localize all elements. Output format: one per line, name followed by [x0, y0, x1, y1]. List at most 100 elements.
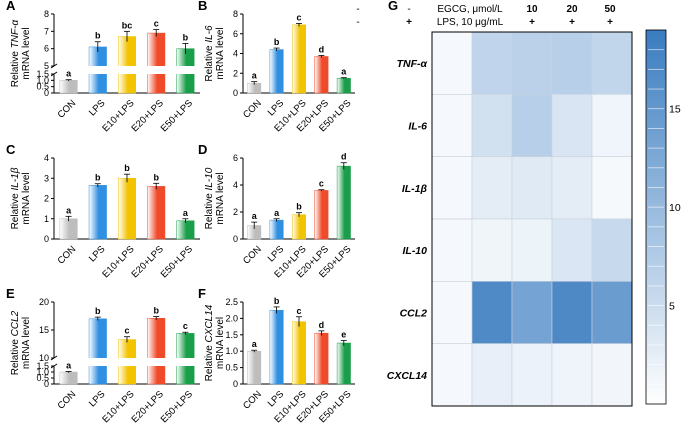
y-tick-label: 20	[39, 297, 49, 307]
bar-break-gap	[146, 66, 166, 74]
y-axis-label: Relative CCL2	[10, 310, 21, 375]
heatmap-cell	[511, 31, 553, 95]
bar-e20-lps	[314, 332, 329, 385]
y-tick-label: 8	[233, 9, 238, 19]
header-value: -	[407, 4, 410, 15]
panel-c: C Relative IL-1β mRNA level 0 1 2 3 4 a CON b LPS b E…	[6, 142, 200, 280]
bar-e20-lps	[147, 186, 166, 240]
y-axis-label: Relative IL-1β	[10, 167, 21, 229]
significance-letter: b	[183, 32, 189, 42]
significance-letter: b	[153, 172, 159, 182]
significance-letter: b	[153, 306, 159, 316]
y-tick-label: 2	[44, 194, 49, 204]
y-axis-label: Relative CXCL14	[204, 304, 215, 381]
significance-letter: b	[95, 306, 101, 316]
x-tick-label: CON	[241, 98, 264, 121]
y-tick-label: 4	[233, 180, 238, 190]
heatmap-row-label: CCL2	[400, 308, 428, 320]
heatmap-cell	[591, 218, 633, 282]
significance-letter: c	[124, 326, 129, 336]
y-axis-label-line2: mRNA level	[21, 317, 32, 369]
header-value: +	[569, 17, 575, 28]
y-tick-label: 6	[233, 29, 238, 39]
y-tick-label: 0.5	[36, 373, 49, 383]
significance-letter: b	[95, 173, 101, 183]
heatmap-cell	[551, 31, 593, 95]
bar-break-gap	[117, 358, 137, 366]
panel-letter: B	[198, 0, 207, 13]
panel-letter: A	[6, 0, 16, 13]
heatmap-cell	[431, 343, 473, 407]
x-tick-label: CON	[56, 244, 79, 267]
header-label: LPS, 10 μg/mL	[437, 17, 504, 28]
heatmap-cell	[551, 343, 593, 407]
header-value: +	[607, 17, 613, 28]
significance-letter: a	[66, 205, 72, 215]
y-tick-label: 1.5	[36, 69, 49, 79]
y-axis-label: Relative IL-6	[204, 25, 215, 82]
significance-letter: bc	[122, 20, 133, 30]
heatmap-cell	[511, 218, 553, 282]
panel-letter: F	[198, 286, 206, 301]
header-value: -	[356, 17, 359, 28]
y-axis-label: Relative IL-10	[204, 167, 215, 229]
header-label: EGCG, μmol/L	[437, 4, 503, 15]
bar-e10-lps	[117, 178, 137, 240]
significance-letter: c	[296, 306, 301, 316]
significance-letter: b	[296, 202, 302, 212]
bar-e10-lps	[117, 36, 137, 94]
y-tick-label: 5	[44, 61, 49, 71]
bar-lps	[269, 309, 284, 385]
y-tick-label: 4	[233, 49, 238, 59]
x-tick-label: CON	[56, 98, 79, 121]
heatmap-cell	[551, 281, 593, 344]
heatmap-cell	[431, 94, 473, 157]
x-tick-label: E50+LPS	[159, 244, 195, 280]
significance-letter: d	[341, 152, 347, 162]
bar-e50-lps	[336, 77, 351, 94]
significance-letter: c	[319, 179, 324, 189]
y-tick-label: 1	[44, 214, 49, 224]
significance-letter: c	[296, 12, 301, 22]
gene-name: CCL2	[10, 310, 21, 336]
significance-letter: b	[95, 31, 101, 41]
heatmap-border	[431, 31, 633, 407]
y-tick-label: 2	[233, 68, 238, 78]
heatmap-row-label: IL-1β	[402, 183, 428, 195]
y-tick-label: 0.5	[225, 363, 238, 373]
y-tick-label: 4	[44, 153, 49, 163]
significance-letter: a	[183, 208, 189, 218]
x-tick-label: CON	[241, 244, 264, 267]
x-tick-label: LPS	[87, 98, 107, 118]
heatmap-cell	[591, 156, 633, 220]
y-tick-label: 1.0	[36, 367, 49, 377]
significance-letter: c	[183, 321, 188, 331]
heatmap-cell	[431, 31, 473, 95]
bar-lps	[88, 185, 107, 240]
heatmap-cell	[471, 218, 513, 282]
bar-e10-lps	[292, 321, 306, 385]
colorbar-tick-label: 10	[669, 202, 681, 214]
y-tick-label: 2.5	[225, 297, 238, 307]
heatmap-cell	[591, 343, 633, 407]
y-tick-label: 1.5	[36, 361, 49, 371]
header-value: +	[529, 17, 535, 28]
y-tick-label: 6	[44, 44, 49, 54]
heatmap-cell	[591, 31, 633, 95]
panel-letter: E	[6, 286, 15, 301]
y-tick-label: 1.0	[36, 75, 49, 85]
significance-letter: a	[66, 360, 72, 370]
y-axis-label-line2: mRNA level	[215, 27, 226, 79]
y-tick-label: 0	[44, 88, 49, 98]
significance-letter: b	[274, 296, 280, 306]
x-tick-label: E50+LPS	[159, 98, 195, 134]
bar-con	[59, 218, 78, 240]
colorbar-tick-label: 5	[669, 301, 675, 313]
y-axis-label-line2: mRNA level	[215, 317, 226, 369]
panel-a: A Relative TNF-α mRNA level 00.51.01.55 6 7 8 a…	[6, 0, 200, 134]
bar-e20-lps	[314, 190, 329, 240]
significance-letter: a	[274, 208, 280, 218]
significance-letter: a	[252, 211, 258, 221]
